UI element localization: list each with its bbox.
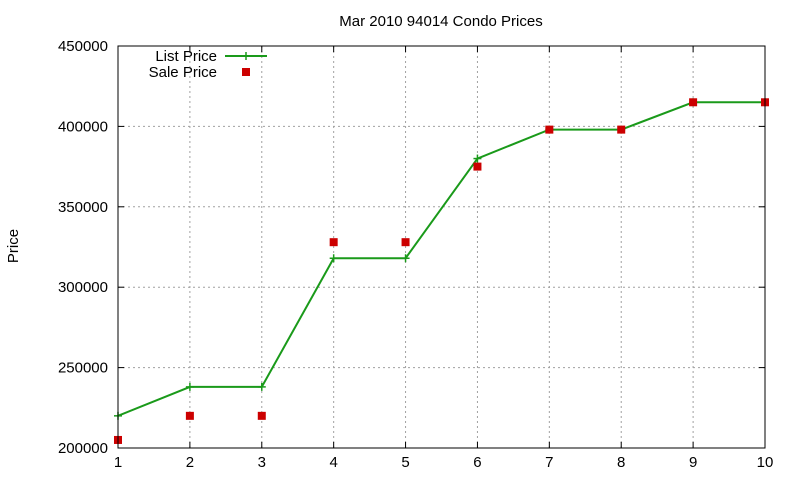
axes: 1 2 3 4 5 6 7 8 9 10 200000 250000 300000 350000 40000…	[58, 38, 773, 471]
list-price-point	[401, 254, 410, 263]
x-tick-label: 1	[114, 454, 122, 471]
sale-price-point	[689, 98, 698, 107]
sale-price-point	[329, 238, 338, 247]
sale-price-point	[401, 238, 410, 247]
y-axis-label: Price	[5, 229, 22, 263]
plot-frame	[117, 45, 766, 449]
list-price-line	[117, 101, 765, 417]
sale-price-point	[473, 162, 482, 171]
grid-lines	[118, 46, 765, 448]
y-tick-label: 450000	[58, 38, 108, 55]
y-tick-label: 350000	[58, 199, 108, 216]
legend-label-list-price: List Price	[155, 48, 217, 65]
x-tick-label: 3	[258, 454, 266, 471]
x-tick-label: 7	[545, 454, 553, 471]
chart-title: Mar 2010 94014 Condo Prices	[339, 13, 542, 30]
y-tick-label: 400000	[58, 118, 108, 135]
sale-price-point	[257, 411, 266, 420]
sale-price-point	[545, 125, 554, 134]
y-tick-label: 300000	[58, 279, 108, 296]
x-tick-label: 2	[186, 454, 194, 471]
x-tick-label: 6	[473, 454, 481, 471]
list-price-point	[257, 382, 266, 391]
sale-price-point	[185, 411, 194, 420]
x-tick-label: 5	[401, 454, 409, 471]
x-tick-label: 4	[329, 454, 337, 471]
data-series	[114, 98, 769, 444]
x-tick-label: 10	[757, 454, 774, 471]
x-tick-label: 8	[617, 454, 625, 471]
y-tick-label: 250000	[58, 360, 108, 377]
sale-price-point	[617, 125, 626, 134]
legend-label-sale-price: Sale Price	[149, 64, 217, 81]
x-tick-label: 9	[689, 454, 697, 471]
y-tick-label: 200000	[58, 440, 108, 457]
list-price-point	[329, 254, 338, 263]
list-price-point	[473, 154, 482, 163]
legend-swatch-sale-price	[242, 68, 250, 76]
list-price-point	[185, 382, 194, 391]
